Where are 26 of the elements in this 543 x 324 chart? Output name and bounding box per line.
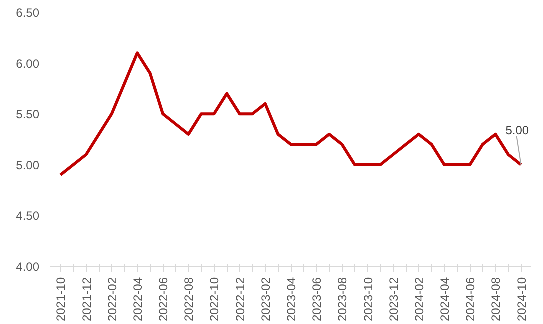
x-tick-label: 2022-02 — [105, 277, 120, 322]
x-tick-label: 2024-02 — [412, 277, 426, 322]
y-tick-label: 4.00 — [16, 260, 40, 274]
y-tick-label: 6.00 — [16, 56, 40, 71]
x-tick-label: 2023-12 — [386, 277, 401, 322]
x-tick-label: 2023-10 — [361, 277, 376, 322]
y-tick-label: 5.50 — [16, 108, 40, 122]
x-tick-label: 2021-10 — [54, 277, 68, 322]
x-tick-label: 2024-06 — [464, 277, 478, 322]
x-tick-label: 2022-08 — [182, 277, 196, 322]
x-tick-label: 2024-08 — [489, 277, 504, 322]
x-tick-label: 2024-10 — [514, 277, 529, 322]
x-tick-label: 2023-04 — [284, 277, 298, 322]
x-tick-label: 2022-12 — [233, 277, 248, 322]
x-tick-label: 2022-10 — [208, 277, 222, 322]
y-tick-label: 5.00 — [16, 158, 40, 172]
x-tick-label: 2023-08 — [336, 277, 350, 322]
x-tick-label: 2022-06 — [156, 277, 171, 322]
y-tick-label: 4.50 — [16, 209, 40, 224]
x-tick-label: 2022-04 — [130, 277, 145, 322]
y-tick-label: 6.50 — [16, 6, 40, 20]
annotation: 5.00 — [506, 123, 530, 138]
x-tick-label: 2023-02 — [258, 277, 273, 322]
x-tick-label: 2024-04 — [438, 277, 452, 322]
x-tick-label: 2023-06 — [310, 277, 324, 322]
x-tick-label: 2021-12 — [80, 277, 94, 322]
